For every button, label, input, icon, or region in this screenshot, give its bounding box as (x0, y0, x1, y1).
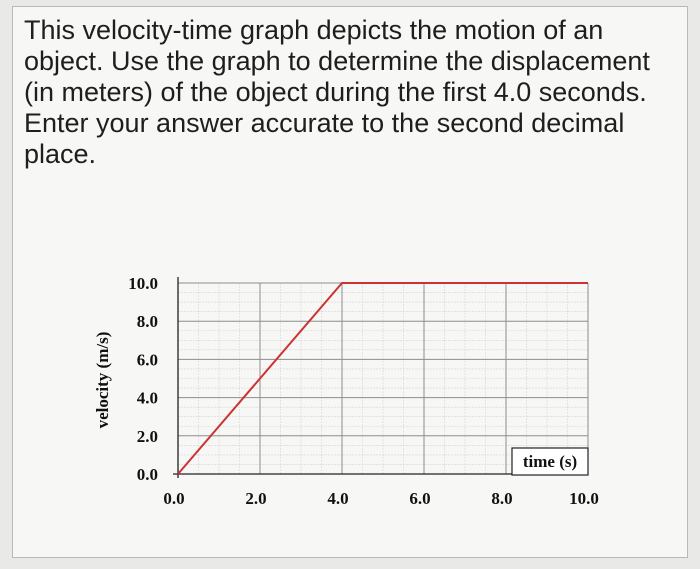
x-tick-label: 4.0 (327, 489, 348, 508)
minor-grid (177, 282, 589, 475)
y-tick-label: 8.0 (137, 312, 158, 331)
x-tick-label: 8.0 (491, 489, 512, 508)
y-tick-label: 0.0 (137, 465, 158, 484)
y-tick-labels: 0.0 2.0 4.0 6.0 8.0 10.0 (128, 274, 158, 484)
x-tick-label: 10.0 (569, 489, 599, 508)
y-tick-label: 10.0 (128, 274, 158, 293)
x-axis-label-box (511, 447, 589, 476)
x-tick-label: 6.0 (409, 489, 430, 508)
y-axis-label: velocity (m/s) (93, 332, 112, 429)
x-tick-labels: 0.0 2.0 4.0 6.0 8.0 10.0 (163, 489, 599, 508)
y-tick-label: 2.0 (137, 427, 158, 446)
x-tick-label: 2.0 (245, 489, 266, 508)
question-text: This velocity-time graph depicts the mot… (24, 15, 650, 169)
x-axis-label: time (s) (523, 452, 577, 471)
chart-series (177, 282, 588, 475)
x-tick-label: 0.0 (163, 489, 184, 508)
y-tick-label: 4.0 (137, 389, 158, 408)
velocity-series-line (177, 282, 588, 475)
y-tick-label: 6.0 (137, 350, 158, 369)
